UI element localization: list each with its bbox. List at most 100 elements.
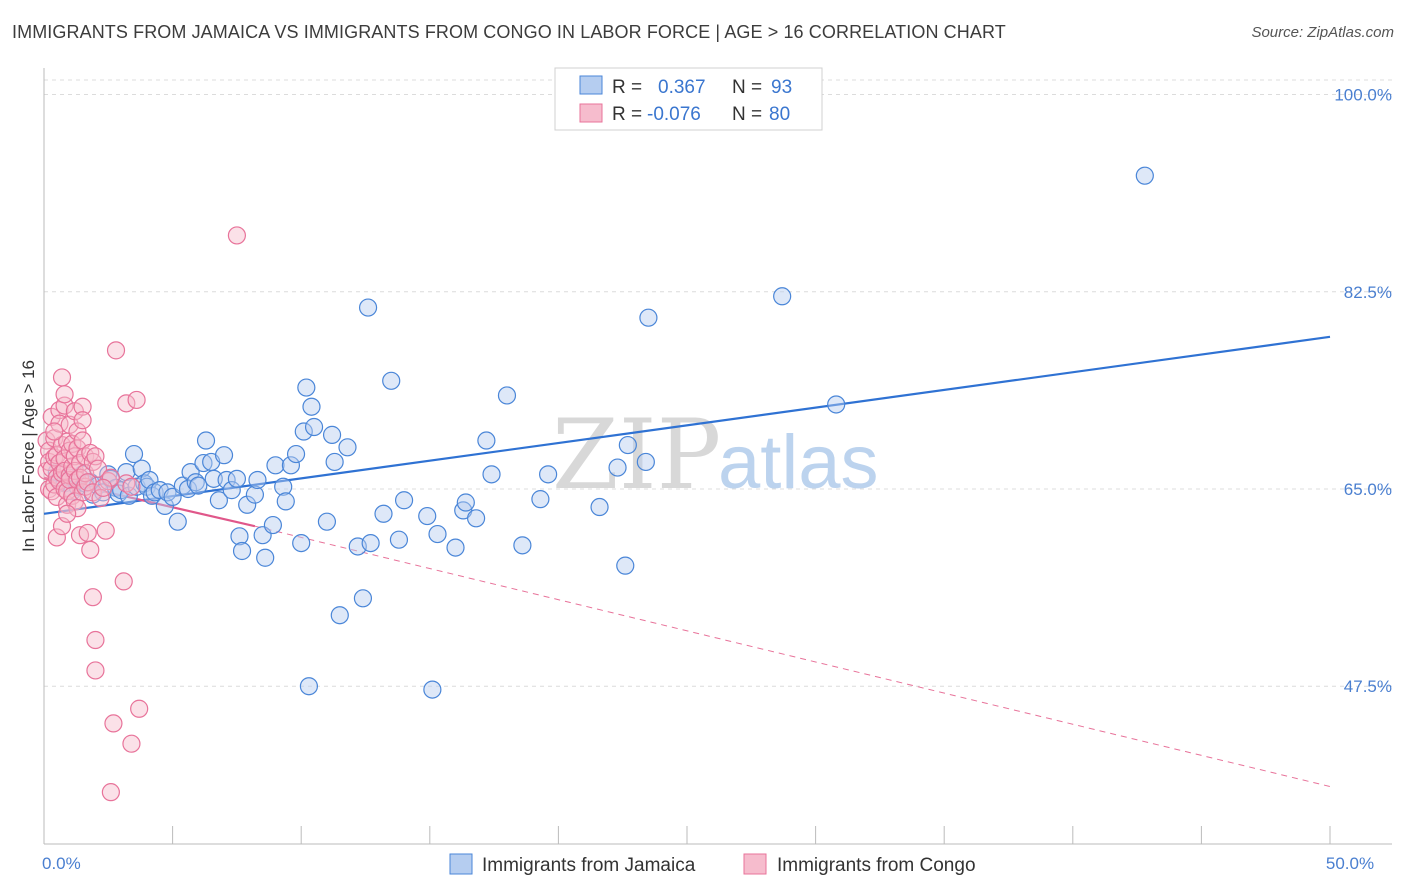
congo-point bbox=[127, 390, 146, 410]
legend-n-label-congo: N = bbox=[732, 104, 762, 125]
congo-point bbox=[73, 411, 92, 430]
jamaica-point bbox=[616, 556, 635, 575]
jamaica-point bbox=[361, 533, 380, 553]
series-legend: Immigrants from Jamaica Immigrants from … bbox=[449, 853, 976, 876]
y-tick-label: 100.0% bbox=[1334, 86, 1392, 105]
x-tick-labels: 0.0% 50.0% bbox=[42, 854, 1374, 873]
jamaica-point bbox=[214, 446, 234, 465]
jamaica-point bbox=[222, 481, 241, 500]
y-tick-label: 82.5% bbox=[1344, 283, 1392, 302]
y-tick-label: 47.5% bbox=[1344, 677, 1392, 696]
jamaica-point bbox=[302, 397, 321, 416]
jamaica-point bbox=[292, 533, 311, 553]
jamaica-point bbox=[466, 509, 486, 528]
congo-point bbox=[55, 385, 74, 404]
jamaica-point bbox=[266, 456, 285, 475]
congo-point bbox=[227, 226, 246, 245]
jamaica-point bbox=[446, 538, 465, 557]
jamaica-point bbox=[168, 512, 187, 531]
jamaica-point bbox=[194, 453, 213, 473]
jamaica-point bbox=[482, 465, 501, 484]
jamaica-point bbox=[358, 298, 378, 317]
jamaica-point bbox=[294, 422, 313, 441]
jamaica-point bbox=[124, 444, 144, 464]
congo-point bbox=[81, 540, 100, 559]
congo-point bbox=[122, 477, 141, 496]
jamaica-point bbox=[539, 465, 558, 484]
jamaica-point bbox=[276, 492, 295, 511]
jamaica-point bbox=[456, 493, 475, 512]
congo-point bbox=[45, 422, 64, 441]
jamaica-point bbox=[497, 386, 517, 405]
legend-r-value-congo: -0.076 bbox=[647, 104, 701, 125]
correlation-legend: R = 0.367 N = 93 R = -0.076 N = 80 bbox=[554, 67, 823, 131]
jamaica-point bbox=[238, 495, 257, 514]
jamaica-point bbox=[338, 438, 357, 457]
jamaica-point bbox=[256, 548, 275, 567]
jamaica-point bbox=[618, 435, 637, 455]
jamaica-point bbox=[394, 491, 414, 510]
jamaica-point bbox=[827, 395, 846, 414]
jamaica-point bbox=[639, 308, 658, 327]
jamaica-point bbox=[428, 524, 447, 544]
congo-point bbox=[68, 499, 87, 518]
y-axis-label: In Labor Force | Age > 16 bbox=[19, 360, 38, 552]
axes bbox=[43, 68, 1392, 845]
jamaica-point bbox=[248, 470, 267, 490]
watermark-zip: ZIP bbox=[552, 399, 721, 511]
jamaica-point bbox=[1135, 166, 1154, 185]
congo-point bbox=[117, 474, 136, 493]
legend-n-label-jamaica: N = bbox=[732, 77, 762, 98]
x-tick-label: 0.0% bbox=[42, 854, 81, 873]
jamaica-point bbox=[181, 462, 200, 482]
congo-point bbox=[94, 478, 113, 497]
congo-point bbox=[114, 572, 133, 591]
jamaica-point bbox=[163, 487, 182, 506]
bottom-legend-swatch-jamaica bbox=[449, 853, 473, 875]
legend-n-value-jamaica: 93 bbox=[771, 77, 792, 98]
x-tick-label: 50.0% bbox=[1326, 854, 1374, 873]
congo-point bbox=[55, 479, 74, 499]
jamaica-point bbox=[330, 606, 349, 625]
congo-point bbox=[101, 783, 120, 802]
legend-r-label-jamaica: R = bbox=[612, 77, 642, 98]
jamaica-point bbox=[274, 477, 293, 496]
jamaica-point bbox=[513, 536, 532, 555]
congo-point bbox=[83, 588, 102, 607]
jamaica-point bbox=[232, 541, 252, 561]
jamaica-point bbox=[263, 515, 283, 535]
jamaica-point bbox=[325, 452, 344, 472]
jamaica-point bbox=[204, 469, 223, 488]
congo-trend-line-dashed bbox=[254, 525, 1331, 788]
congo-point bbox=[78, 523, 97, 543]
jamaica-point bbox=[245, 485, 265, 504]
chart-title: IMMIGRANTS FROM JAMAICA VS IMMIGRANTS FR… bbox=[12, 22, 1006, 42]
watermark: ZIP atlas bbox=[552, 399, 879, 511]
jamaica-point bbox=[636, 452, 655, 472]
y-tick-labels: 100.0% 82.5% 65.0% 47.5% bbox=[1334, 86, 1392, 697]
source-credit: Source: ZipAtlas.com bbox=[1251, 24, 1394, 41]
jamaica-point bbox=[299, 677, 319, 696]
jamaica-point bbox=[286, 444, 306, 464]
jamaica-point bbox=[297, 378, 316, 397]
jamaica-point bbox=[353, 589, 373, 608]
jamaica-point bbox=[189, 476, 208, 495]
congo-point bbox=[52, 368, 72, 387]
jamaica-point bbox=[322, 425, 342, 444]
jamaica-point bbox=[531, 490, 550, 509]
jamaica-point bbox=[477, 431, 496, 450]
congo-point bbox=[58, 504, 77, 523]
legend-n-value-congo: 80 bbox=[769, 104, 790, 125]
gridlines bbox=[44, 79, 1392, 687]
jamaica-point bbox=[773, 287, 792, 306]
congo-point bbox=[42, 407, 61, 426]
congo-point bbox=[47, 528, 66, 547]
congo-point bbox=[106, 341, 126, 360]
legend-r-label-congo: R = bbox=[612, 104, 642, 125]
legend-r-value-jamaica: 0.367 bbox=[658, 77, 706, 98]
jamaica-point bbox=[418, 506, 437, 526]
jamaica-point bbox=[209, 491, 228, 510]
legend-swatch-jamaica bbox=[579, 75, 603, 95]
bottom-legend-swatch-congo bbox=[743, 853, 767, 875]
